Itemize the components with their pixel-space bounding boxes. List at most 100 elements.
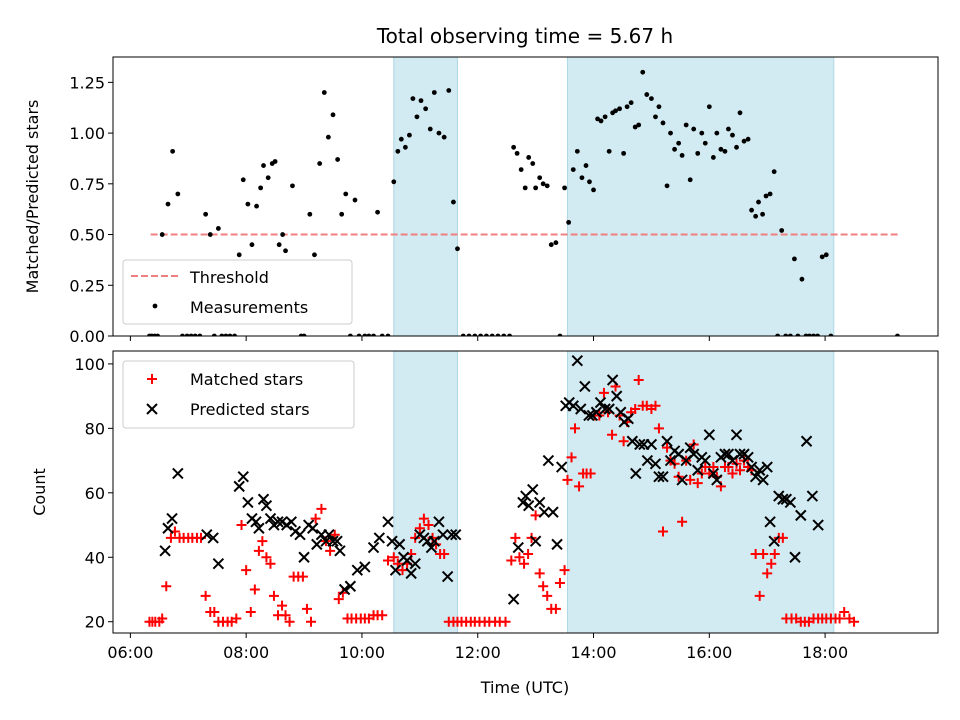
matched-star-point — [257, 536, 268, 547]
measurement-point — [640, 69, 646, 75]
matched-star-point — [839, 607, 850, 618]
measurement-point — [591, 187, 596, 193]
legend-box — [122, 360, 355, 429]
predicted-star-point — [768, 535, 780, 547]
measurement-point — [544, 183, 550, 189]
measurement-point — [672, 146, 677, 152]
predicted-star-point — [749, 470, 762, 483]
matched-star-point — [249, 584, 260, 595]
predicted-star-point — [389, 564, 402, 576]
matched-star-point — [766, 558, 777, 569]
predicted-star-point — [657, 470, 669, 483]
x-tick-label: 12:00 — [455, 643, 501, 662]
matched-star-point — [566, 452, 577, 463]
matched-star-point — [658, 526, 668, 537]
measurement-point — [325, 134, 331, 140]
measurement-point — [537, 175, 543, 181]
matched-star-point — [306, 616, 316, 627]
predicted-star-point — [344, 580, 357, 592]
measurement-point — [548, 242, 554, 248]
y-axis-label: Count — [30, 468, 49, 516]
y-tick-label: 60 — [85, 484, 105, 503]
y-tick-label: 0.25 — [69, 276, 105, 295]
matched-star-point — [727, 468, 738, 479]
predicted-star-point — [551, 538, 563, 551]
predicted-star-point — [323, 528, 335, 541]
matched-star-point — [316, 503, 327, 514]
measurement-point — [664, 183, 670, 189]
measurement-point — [799, 276, 805, 282]
predicted-star-point — [703, 429, 716, 441]
predicted-star-point — [233, 480, 245, 493]
measurement-point — [301, 333, 307, 336]
matched-star-point — [777, 532, 788, 543]
predicted-star-point — [327, 535, 339, 547]
measurement-point — [254, 203, 259, 209]
chart-title: Total observing time = 5.67 h — [376, 24, 673, 48]
measurement-point — [159, 232, 165, 237]
predicted-star-point — [311, 538, 323, 551]
measurement-point — [656, 104, 662, 110]
predicted-star-point — [307, 522, 319, 534]
measurement-point — [343, 191, 349, 197]
plot-frame — [112, 56, 939, 337]
measurement-point — [379, 333, 385, 336]
predicted-star-point — [207, 532, 219, 544]
matched-star-point — [849, 616, 860, 627]
matched-star-point — [337, 587, 348, 598]
matched-star-point — [559, 565, 570, 576]
legend-measurements-label: Measurements — [190, 298, 308, 317]
predicted-star-point — [571, 354, 584, 367]
measurement-point — [446, 88, 452, 93]
measurement-point — [427, 126, 433, 132]
measurement-point — [679, 153, 685, 158]
predicted-star-point — [599, 403, 611, 415]
predicted-star-point — [162, 522, 174, 534]
predicted-star-point — [250, 516, 262, 528]
predicted-star-point — [212, 558, 225, 570]
predicted-star-point — [730, 429, 743, 441]
predicted-star-point — [382, 516, 394, 528]
matched-star-point — [523, 549, 534, 560]
predicted-star-point — [664, 454, 677, 467]
measurement-point — [280, 232, 286, 237]
measurement-point — [691, 126, 697, 132]
matched-star-point — [325, 545, 336, 556]
measurement-point — [533, 185, 539, 191]
matched-star-point — [284, 616, 295, 627]
x-tick-label: 16:00 — [686, 643, 732, 662]
matched-star-point — [423, 520, 434, 531]
measurement-point — [518, 167, 524, 173]
legend-threshold-label: Threshold — [189, 268, 269, 287]
predicted-star-point — [789, 551, 801, 563]
measurement-point — [258, 185, 264, 191]
matched-star-point — [377, 610, 388, 621]
measurement-point — [595, 116, 600, 122]
matched-star-point — [514, 552, 525, 563]
matched-star-point — [542, 590, 553, 601]
x-tick-label: 14:00 — [570, 643, 616, 662]
measurement-point — [562, 185, 567, 191]
measurement-point — [895, 333, 900, 336]
measurement-point — [283, 248, 288, 254]
matched-star-point — [157, 613, 168, 624]
measurement-point — [489, 333, 495, 336]
predicted-star-point — [257, 493, 270, 505]
measurement-point — [165, 201, 171, 207]
measurement-point — [760, 211, 765, 217]
predicted-star-point — [338, 583, 351, 596]
matched-star-point — [653, 423, 664, 434]
measurement-point — [371, 333, 376, 336]
measurement-point — [749, 207, 754, 213]
matched-star-point — [500, 616, 511, 627]
matched-star-point — [692, 478, 703, 489]
predicted-star-point — [610, 390, 623, 402]
predicted-star-point — [575, 403, 587, 415]
measurement-point — [574, 148, 580, 154]
predicted-star-point — [641, 454, 654, 467]
matched-star-point — [301, 603, 312, 614]
measurement-point — [441, 134, 447, 140]
y-tick-label: 1.25 — [69, 73, 105, 92]
measurement-point — [598, 118, 604, 124]
matched-star-point — [685, 474, 696, 485]
